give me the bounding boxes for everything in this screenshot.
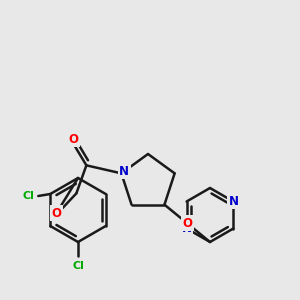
Text: O: O (182, 217, 192, 230)
Text: N: N (182, 222, 192, 235)
Text: O: O (68, 133, 78, 146)
Text: N: N (228, 195, 239, 208)
Text: Cl: Cl (72, 261, 84, 271)
Text: Cl: Cl (22, 191, 34, 201)
Text: O: O (51, 207, 62, 220)
Text: N: N (119, 165, 129, 178)
